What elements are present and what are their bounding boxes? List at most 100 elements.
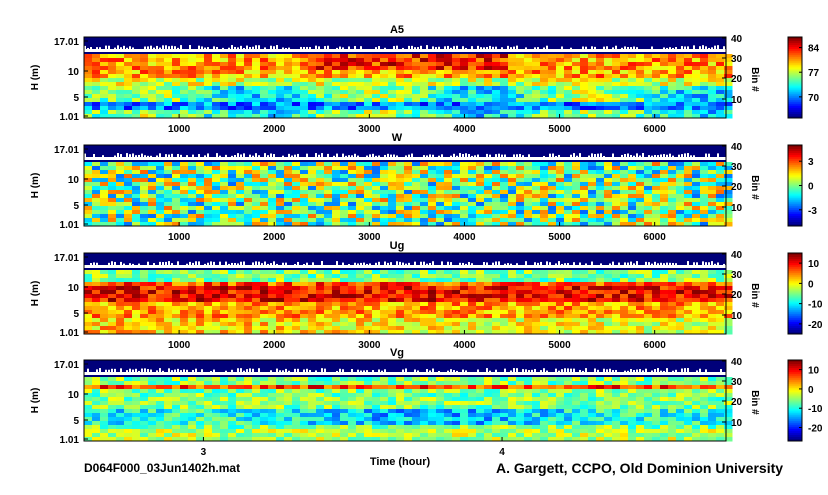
colorbar-tick-label: 10	[808, 259, 820, 270]
x-tick-label: 5000	[548, 340, 571, 351]
x-tick-label: 1000	[168, 124, 191, 135]
y2-tick-label: 30	[731, 162, 743, 173]
y-axis-label: H (m)	[30, 173, 41, 199]
colorbar-tick-label: 77	[808, 68, 820, 79]
y2-tick-label: 10	[731, 95, 743, 106]
colorbar-tick-label: 0	[808, 385, 814, 396]
y2-tick-label: 10	[731, 203, 743, 214]
colorbar-tick-label: 3	[808, 157, 814, 168]
x-tick-label: 3000	[358, 340, 381, 351]
panel-title: Ug	[390, 240, 405, 252]
colorbar-tick-label: 10	[808, 366, 820, 377]
x-tick-label: 4	[499, 447, 505, 458]
panel-title: Vg	[390, 347, 404, 359]
surface-line	[84, 368, 726, 375]
y2-tick-label: 40	[731, 250, 743, 261]
y-tick-label: 17.01	[54, 360, 79, 371]
x-tick-label: 5000	[548, 124, 571, 135]
above-surface-band	[84, 253, 726, 265]
y-tick-label: 1.01	[60, 220, 80, 231]
y2-tick-label: 20	[731, 397, 743, 408]
colorbar-tick-label: -10	[808, 404, 823, 415]
y-tick-label: 5	[73, 309, 79, 320]
y2-tick-label: 10	[731, 418, 743, 429]
heatmap-field	[84, 377, 733, 442]
heatmap-field	[84, 54, 733, 119]
x-tick-label: 4000	[453, 124, 476, 135]
y-tick-label: 10	[68, 67, 80, 78]
y2-axis-label: Bin #	[749, 67, 760, 92]
x-tick-label: 5000	[548, 232, 571, 243]
x-tick-label: 1000	[168, 340, 191, 351]
y-tick-label: 1.01	[60, 435, 80, 446]
y2-axis-label: Bin #	[749, 283, 760, 308]
y2-tick-label: 20	[731, 290, 743, 301]
x-tick-label: 1000	[168, 232, 191, 243]
y-axis-label: H (m)	[30, 65, 41, 91]
y-tick-label: 10	[68, 175, 80, 186]
heatmap-field	[84, 270, 733, 335]
colorbar-tick-label: -20	[808, 424, 823, 435]
y2-tick-label: 30	[731, 54, 743, 65]
y2-tick-label: 30	[731, 377, 743, 388]
surface-line	[84, 261, 726, 268]
surface-line	[84, 45, 726, 52]
footer-credit: A. Gargett, CCPO, Old Dominion Universit…	[496, 460, 784, 476]
colorbar: 10 0 -10 -20	[787, 252, 823, 335]
colorbar-tick-label: 0	[808, 279, 814, 290]
colorbar-tick-label: 84	[808, 44, 820, 55]
y-tick-label: 17.01	[54, 253, 79, 264]
colorbar-tick-label: -10	[808, 300, 823, 311]
y-tick-label: 10	[68, 283, 80, 294]
panel-title: W	[392, 132, 403, 144]
colorbar-tick-label: -20	[808, 320, 823, 331]
panel-title: A5	[390, 24, 404, 36]
colorbar: 3 0 -3	[787, 144, 817, 227]
y-tick-label: 1.01	[60, 112, 80, 123]
panel-a5: A5 17.01 10 5 1.01 H (m) 40 30 20 10 Bin # 1000 2000…	[30, 24, 820, 135]
x-axis-label: Time (hour)	[370, 456, 431, 468]
x-tick-label: 3000	[358, 124, 381, 135]
x-tick-label: 4000	[453, 232, 476, 243]
y-axis-label: H (m)	[30, 281, 41, 307]
x-tick-label: 2000	[263, 124, 286, 135]
y2-tick-label: 40	[731, 34, 743, 45]
y-tick-label: 10	[68, 390, 80, 401]
y2-tick-label: 20	[731, 74, 743, 85]
colorbar-tick-label: 70	[808, 93, 820, 104]
y-tick-label: 17.01	[54, 37, 79, 48]
y2-tick-label: 40	[731, 142, 743, 153]
colorbar-tick-label: -3	[808, 206, 817, 217]
panel-vg: Vg 17.01 10 5 1.01 H (m) 40 30 20 10 Bin # 3 4 Time (…	[30, 347, 823, 468]
y2-axis-label: Bin #	[749, 175, 760, 200]
panel-ug: Ug 17.01 10 5 1.01 H (m) 40 30 20 10 Bin # 1000 2000…	[30, 240, 823, 351]
y2-tick-label: 20	[731, 182, 743, 193]
footer-filename: D064F000_03Jun1402h.mat	[84, 461, 241, 475]
y2-tick-label: 10	[731, 311, 743, 322]
x-tick-label: 6000	[644, 124, 667, 135]
y2-tick-label: 40	[731, 357, 743, 368]
surface-line	[84, 153, 726, 160]
y-tick-label: 5	[73, 416, 79, 427]
y-tick-label: 17.01	[54, 145, 79, 156]
x-tick-label: 3	[201, 447, 207, 458]
x-tick-label: 3000	[358, 232, 381, 243]
heatmap-field	[84, 162, 733, 227]
y-tick-label: 1.01	[60, 328, 80, 339]
y-axis-label: H (m)	[30, 388, 41, 414]
x-tick-label: 6000	[644, 340, 667, 351]
colorbar: 84 77 70	[787, 36, 820, 119]
colorbar: 10 0 -10 -20	[787, 359, 823, 442]
y-tick-label: 5	[73, 201, 79, 212]
colorbar-tick-label: 0	[808, 182, 814, 193]
x-tick-label: 4000	[453, 340, 476, 351]
x-tick-label: 2000	[263, 340, 286, 351]
x-tick-label: 2000	[263, 232, 286, 243]
y2-axis-label: Bin #	[749, 390, 760, 415]
x-tick-label: 6000	[644, 232, 667, 243]
above-surface-band	[84, 37, 726, 49]
y2-tick-label: 30	[731, 270, 743, 281]
y-tick-label: 5	[73, 93, 79, 104]
